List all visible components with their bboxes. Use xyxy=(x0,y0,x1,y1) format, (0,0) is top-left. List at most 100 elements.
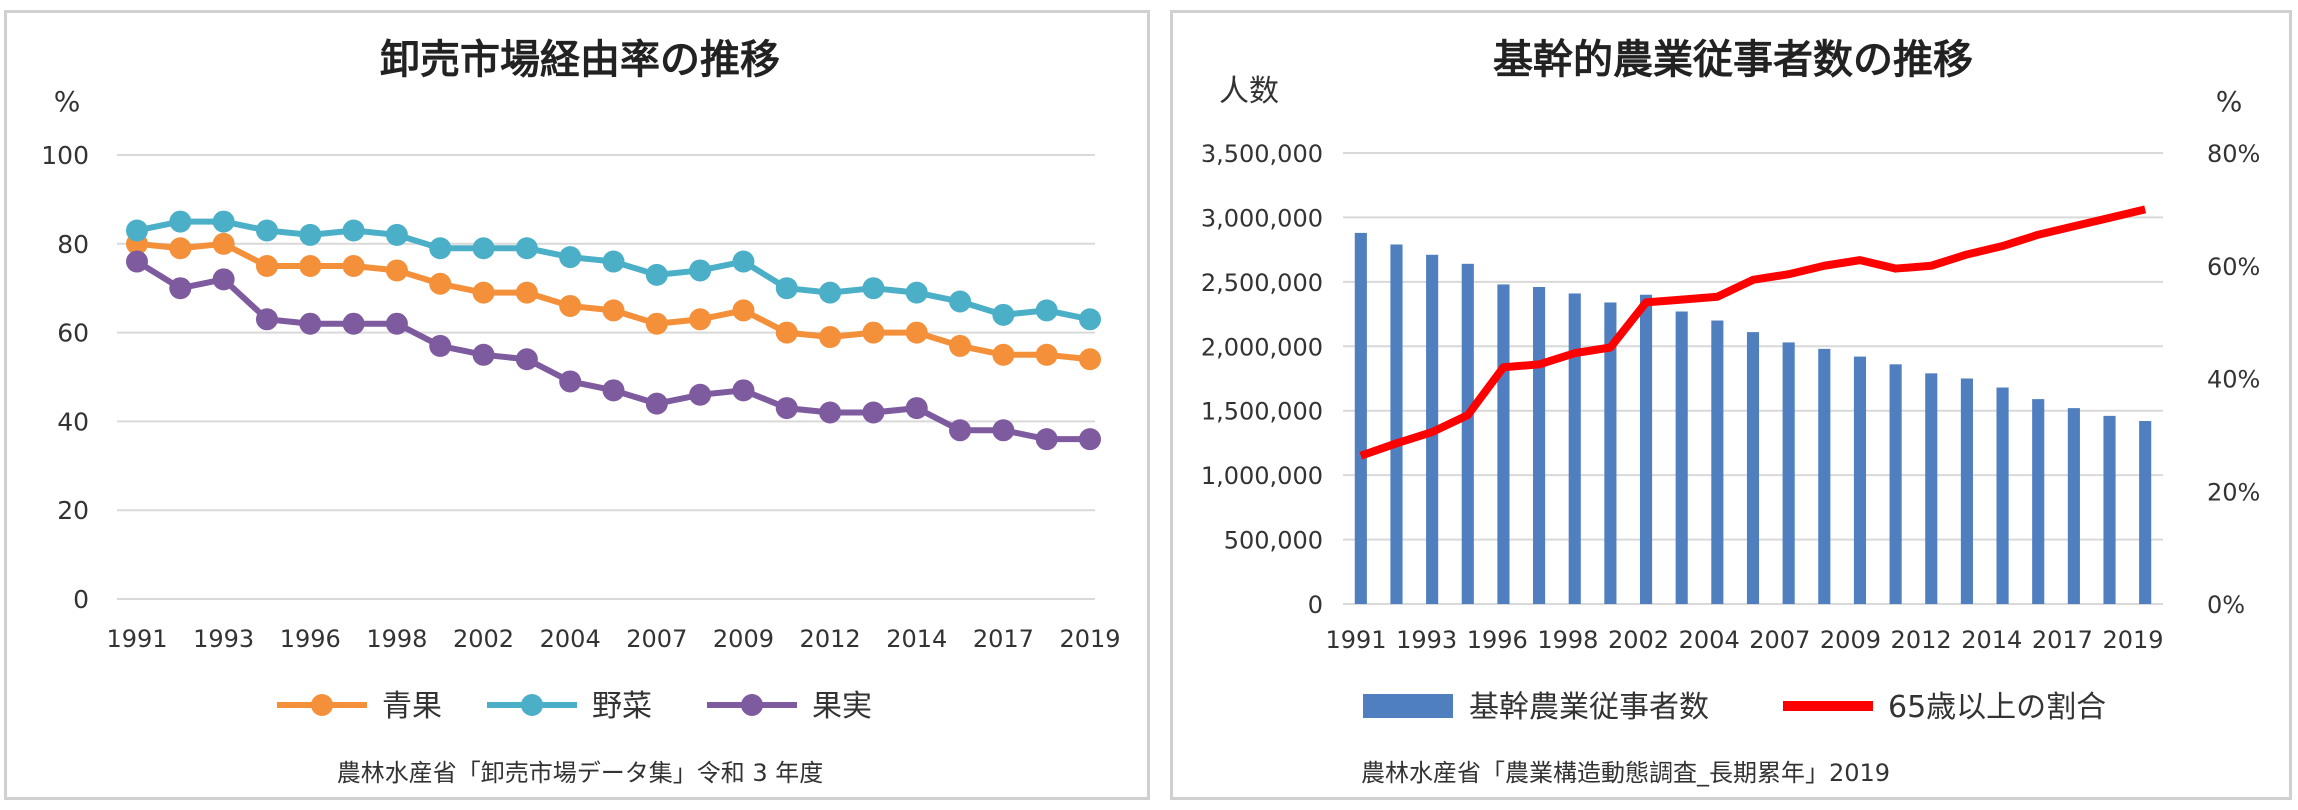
x-tick-label: 1991 xyxy=(106,625,167,653)
chart-panel-market-rate: 卸売市場経由率の推移% 0 20 40 60 80 100 1991 1993 1996 1998 2… xyxy=(4,10,1150,800)
data-point xyxy=(689,308,712,331)
y2-axis-label: % xyxy=(2216,85,2243,118)
legend-marker xyxy=(311,694,333,716)
bar xyxy=(1497,284,1510,604)
bar xyxy=(1746,332,1760,604)
data-point xyxy=(949,334,972,357)
data-point xyxy=(862,321,885,344)
y2-tick-label: 20% xyxy=(2207,478,2260,506)
bar xyxy=(1675,311,1688,604)
data-point xyxy=(255,308,278,331)
x-tick-label: 1991 xyxy=(1325,626,1386,654)
data-point xyxy=(689,259,712,282)
legend-bar-swatch xyxy=(1363,694,1453,718)
data-point xyxy=(862,401,885,424)
data-point xyxy=(299,255,322,277)
data-point xyxy=(342,312,365,335)
data-point xyxy=(689,383,712,406)
data-point xyxy=(732,299,755,322)
data-point xyxy=(1079,308,1101,331)
x-tick-label: 2017 xyxy=(2032,626,2093,654)
data-point xyxy=(385,312,408,335)
data-point xyxy=(169,277,192,300)
data-point xyxy=(1035,428,1058,451)
y-tick-label: 2,000,000 xyxy=(1201,333,1323,361)
y2-tick-label: 40% xyxy=(2207,366,2260,394)
x-tick-label: 2014 xyxy=(886,625,947,653)
data-point xyxy=(905,397,928,420)
x-tick-label: 2012 xyxy=(800,625,861,653)
chart-title: 卸売市場経由率の推移 xyxy=(380,37,780,83)
data-point xyxy=(949,290,972,313)
data-point xyxy=(992,303,1015,326)
data-point xyxy=(602,250,625,273)
data-point xyxy=(212,232,235,255)
data-point xyxy=(602,299,625,322)
data-point xyxy=(212,268,235,291)
market-rate-line-chart: 卸売市場経由率の推移% 0 20 40 60 80 100 1991 1993 1996 1998 2… xyxy=(41,37,1120,787)
chart-title: 基幹的農業従事者数の推移 xyxy=(1493,37,1973,83)
data-point xyxy=(169,210,192,233)
x-tick-label: 2002 xyxy=(1608,626,1669,654)
bar xyxy=(1925,373,1938,604)
y-tick-label: 2,500,000 xyxy=(1201,269,1323,297)
bar xyxy=(1604,302,1617,604)
ratio-line xyxy=(1359,205,2147,460)
y-tick-label: 100 xyxy=(41,141,89,170)
data-point xyxy=(385,259,408,282)
series-line-3 xyxy=(135,259,1090,443)
y2-tick-label: 60% xyxy=(2207,253,2260,281)
bar xyxy=(1818,348,1831,604)
data-point xyxy=(949,419,972,442)
bar xyxy=(1390,244,1403,604)
legend-label: 野菜 xyxy=(592,689,652,724)
data-point xyxy=(515,281,538,304)
data-point xyxy=(862,277,885,300)
data-point xyxy=(1035,299,1058,322)
data-point xyxy=(472,281,495,304)
source-note: 農林水産省「卸売市場データ集」令和 3 年度 xyxy=(337,759,824,787)
x-tick-label: 2012 xyxy=(1891,626,1952,654)
bar xyxy=(1533,287,1546,604)
data-point xyxy=(732,379,755,402)
y-tick-label: 0 xyxy=(73,585,89,614)
y-axis-label: 人数 xyxy=(1219,74,1279,109)
legend-label: 基幹農業従事者数 xyxy=(1469,690,1709,725)
data-point xyxy=(1079,428,1101,451)
x-tick-label: 2019 xyxy=(1059,625,1120,653)
bar xyxy=(1996,387,2009,604)
data-point xyxy=(645,392,668,415)
data-point xyxy=(602,379,625,402)
bar xyxy=(1960,378,1973,604)
bar xyxy=(1568,293,1581,604)
data-point xyxy=(515,237,538,260)
data-point xyxy=(126,250,148,273)
data-point xyxy=(472,343,495,366)
data-point xyxy=(1079,348,1101,371)
x-tick-label: 1998 xyxy=(366,625,427,653)
y2-tick-label: 0% xyxy=(2207,591,2245,619)
data-point xyxy=(299,312,322,335)
x-tick-label: 2002 xyxy=(453,625,514,653)
bar xyxy=(1853,356,1867,604)
x-tick-label: 2009 xyxy=(1820,626,1881,654)
data-point xyxy=(429,237,452,260)
y-tick-label: 0 xyxy=(1308,591,1323,619)
legend-marker xyxy=(741,694,763,716)
y-axis-label: % xyxy=(54,85,81,118)
y-tick-label: 60 xyxy=(57,319,89,348)
bar xyxy=(2103,415,2116,604)
x-tick-label: 2017 xyxy=(973,625,1034,653)
data-point xyxy=(992,419,1015,442)
data-point xyxy=(255,219,278,242)
bar xyxy=(1461,263,1474,604)
bar xyxy=(1782,342,1795,604)
y-tick-label: 1,000,000 xyxy=(1201,462,1323,490)
data-point xyxy=(342,255,365,277)
x-tick-label: 2014 xyxy=(1961,626,2022,654)
y2-tick-label: 80% xyxy=(2207,140,2260,168)
source-note: 農林水産省「農業構造動態調査_長期累年」2019 xyxy=(1361,759,1890,787)
y-tick-label: 3,500,000 xyxy=(1201,140,1323,168)
x-tick-label: 1993 xyxy=(1396,626,1457,654)
